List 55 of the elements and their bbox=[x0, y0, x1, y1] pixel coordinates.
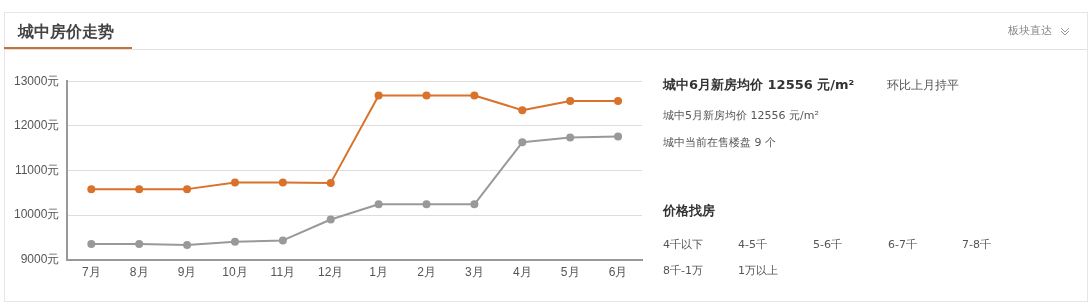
text: 城中当前在售楼盘 9 个 bbox=[663, 135, 776, 150]
text: 城中6月新房均价 12556 元/m² bbox=[663, 76, 855, 94]
point bbox=[422, 200, 431, 209]
x-tick-label: 12月 bbox=[318, 265, 344, 280]
text: 4-5千 bbox=[738, 237, 767, 252]
point bbox=[566, 97, 575, 105]
y-tick-label: 13000元 bbox=[13, 73, 60, 88]
point bbox=[230, 178, 239, 187]
text: 7-8千 bbox=[962, 237, 991, 252]
y-tick-label: 10000元 bbox=[13, 207, 60, 222]
point bbox=[326, 178, 335, 187]
x-tick-label: 11月 bbox=[270, 265, 296, 280]
point bbox=[135, 185, 144, 194]
y-tick-label: 12000元 bbox=[13, 118, 60, 133]
point bbox=[518, 138, 527, 147]
point bbox=[278, 236, 287, 245]
x-tick-label: 1月 bbox=[369, 265, 388, 280]
text: 价格找房 bbox=[663, 202, 715, 220]
text: 4千以下 bbox=[663, 237, 703, 252]
point bbox=[614, 132, 623, 141]
x-tick-label: 5月 bbox=[560, 265, 580, 280]
y-tick-label: 11000元 bbox=[14, 162, 60, 177]
point bbox=[230, 237, 239, 246]
x-tick-label: 7月 bbox=[81, 265, 101, 280]
point bbox=[470, 91, 479, 100]
point bbox=[87, 185, 96, 194]
point bbox=[518, 106, 527, 115]
point bbox=[278, 178, 287, 187]
x-tick-label: 3月 bbox=[465, 265, 484, 280]
point bbox=[87, 239, 96, 248]
text: 城中5月新房均价 12556 元/m² bbox=[663, 108, 819, 123]
chart-title: 城中房价走势 bbox=[18, 22, 114, 43]
point bbox=[422, 91, 431, 100]
x-tick-label: 2月 bbox=[417, 265, 436, 280]
x-tick-label: 4月 bbox=[512, 265, 532, 280]
text: 1万以上 bbox=[738, 263, 778, 278]
point bbox=[374, 91, 383, 100]
point bbox=[326, 215, 335, 224]
x-tick-label: 8月 bbox=[129, 265, 149, 280]
y-tick-label: 9000元 bbox=[20, 251, 60, 266]
point bbox=[135, 239, 144, 248]
x-tick-label: 6月 bbox=[608, 265, 628, 280]
x-tick-label: 10月 bbox=[222, 265, 248, 280]
point bbox=[566, 133, 575, 142]
point bbox=[374, 200, 383, 209]
point bbox=[614, 97, 623, 105]
point bbox=[183, 185, 192, 194]
point bbox=[470, 200, 479, 209]
text: 5-6千 bbox=[813, 237, 842, 252]
text: 板块直达 bbox=[1008, 23, 1052, 38]
text: 环比上月持平 bbox=[887, 77, 959, 94]
point bbox=[183, 240, 192, 249]
text: 6-7千 bbox=[888, 237, 917, 252]
x-tick-label: 9月 bbox=[177, 265, 197, 280]
text: 8千-1万 bbox=[663, 263, 703, 278]
